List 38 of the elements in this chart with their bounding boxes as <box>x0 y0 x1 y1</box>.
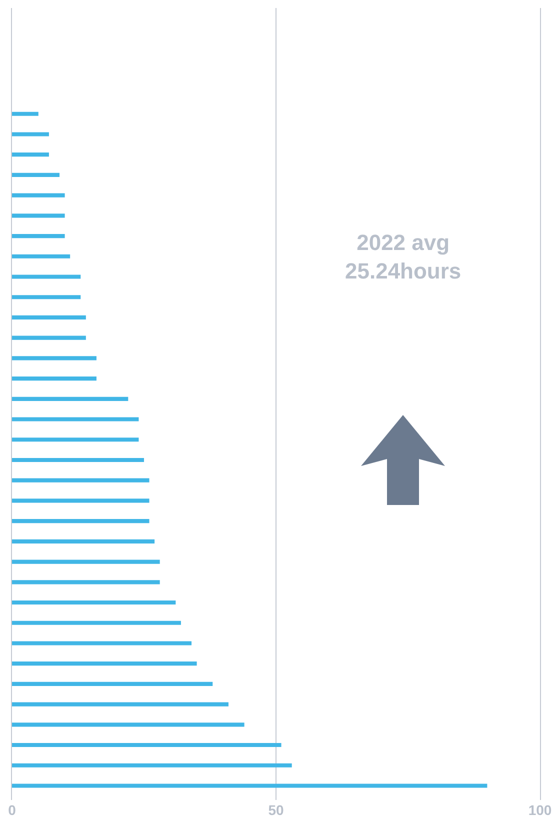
bar <box>12 641 192 646</box>
bar <box>12 152 49 157</box>
bar <box>12 478 150 482</box>
bar <box>12 438 139 442</box>
bar <box>12 620 181 625</box>
bar <box>12 682 213 686</box>
bar <box>12 214 65 218</box>
bar <box>12 600 176 605</box>
bar <box>12 193 65 198</box>
bar <box>12 376 96 381</box>
bar <box>12 498 150 503</box>
bar <box>12 662 197 666</box>
bar <box>12 560 160 564</box>
bar <box>12 784 488 788</box>
bar <box>12 742 282 748</box>
bar <box>12 396 128 401</box>
bar <box>12 539 155 544</box>
x-tick-label: 50 <box>268 802 284 818</box>
bar <box>12 458 144 462</box>
bar <box>12 112 38 116</box>
bar <box>12 234 65 238</box>
bar <box>12 702 228 706</box>
x-tick-label: 100 <box>528 802 552 818</box>
bar <box>12 315 86 320</box>
bar <box>12 254 70 258</box>
bar <box>12 356 96 360</box>
bar <box>12 519 150 524</box>
bar <box>12 274 81 279</box>
bar <box>12 336 86 340</box>
bar <box>12 172 60 177</box>
x-tick-label: 0 <box>8 802 16 818</box>
bar <box>12 295 81 300</box>
bar <box>12 763 292 768</box>
bar <box>12 722 244 727</box>
bar <box>12 132 49 136</box>
bar <box>12 417 139 422</box>
bar <box>12 580 160 584</box>
annotation: 2022 avg 25.24hours <box>345 230 462 284</box>
